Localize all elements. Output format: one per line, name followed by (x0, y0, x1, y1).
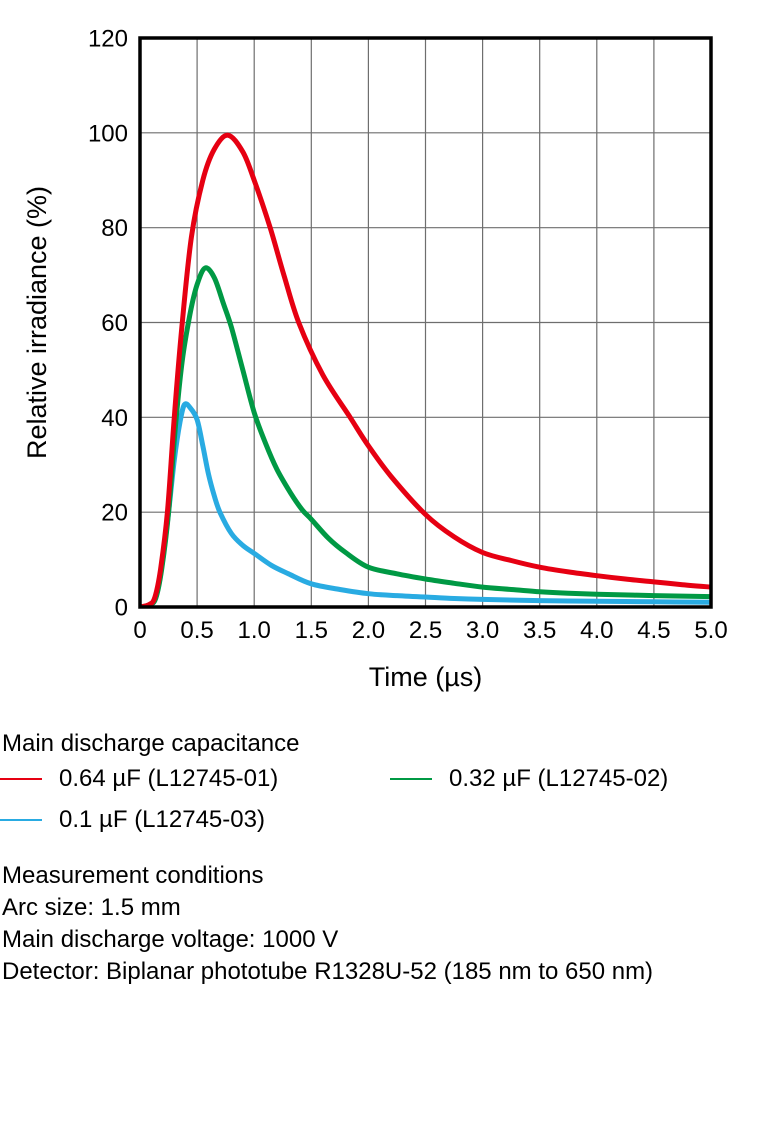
x-tick-label: 3.0 (466, 617, 499, 644)
y-tick-label: 80 (101, 215, 128, 242)
x-tick-label: 0.5 (180, 617, 213, 644)
measurement-conditions: Measurement conditions Arc size: 1.5 mm … (2, 860, 653, 988)
y-tick-label: 100 (88, 120, 128, 147)
x-tick-label: 2.5 (409, 617, 442, 644)
legend-item-label: 0.32 µF (L12745-02) (449, 765, 669, 792)
y-axis-title: Relative irradiance (%) (22, 186, 52, 459)
x-tick-label: 1.0 (238, 617, 271, 644)
y-tick-label: 40 (101, 405, 128, 432)
legend-title: Main discharge capacitance (2, 730, 300, 757)
series-line-swatch-blue (0, 819, 42, 821)
y-tick-label: 0 (115, 595, 128, 622)
conditions-line: Arc size: 1.5 mm (2, 894, 181, 921)
legend-item-label: 0.64 µF (L12745-01) (59, 765, 279, 792)
x-tick-label: 5.0 (694, 617, 727, 644)
legend-item: 0.64 µF (L12745-01) (0, 765, 278, 793)
series-curve (140, 132, 711, 607)
x-tick-label: 4.0 (580, 617, 613, 644)
x-axis-title: Time (µs) (369, 662, 483, 692)
series-line-swatch-green (390, 778, 432, 780)
legend-item: 0.1 µF (L12745-03) (0, 806, 265, 834)
irradiance-vs-time-chart: 0 0.5 1.0 1.5 2.0 2.5 3.0 3.5 4.0 4.5 5.0 0 20 40 60 80… (22, 26, 728, 693)
y-tick-label: 120 (88, 26, 128, 53)
y-tick-label: 60 (101, 310, 128, 337)
plot-frame (138, 36, 713, 609)
conditions-title: Measurement conditions (2, 862, 264, 889)
y-tick-label: 20 (101, 500, 128, 527)
x-tick-label: 4.5 (637, 617, 670, 644)
conditions-line: Detector: Biplanar phototube R1328U-52 (… (2, 958, 654, 985)
x-tick-label: 1.5 (295, 617, 328, 644)
conditions-line: Main discharge voltage: 1000 V (2, 926, 339, 953)
series-line-swatch-red (0, 778, 42, 780)
legend-item: 0.32 µF (L12745-02) (390, 765, 668, 793)
x-tick-label: 0 (133, 617, 146, 644)
x-tick-label: 3.5 (523, 617, 556, 644)
x-tick-label: 2.0 (352, 617, 385, 644)
legend-item-label: 0.1 µF (L12745-03) (59, 806, 265, 833)
